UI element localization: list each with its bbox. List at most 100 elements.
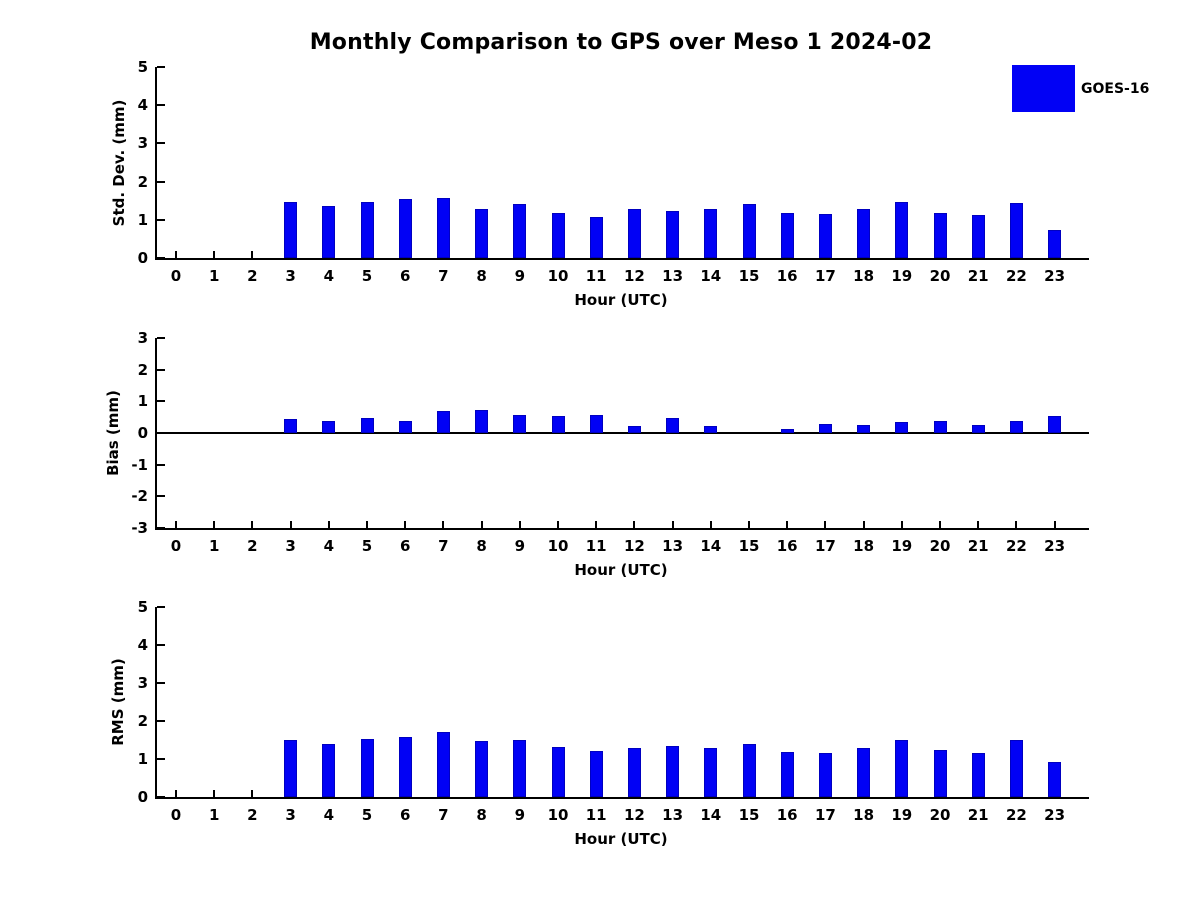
bar-std-dev-hour-12 — [627, 209, 641, 258]
bar-rms-hour-16 — [780, 751, 794, 797]
bar-bias-hour-3 — [284, 419, 298, 433]
bar-rms-hour-17 — [818, 752, 832, 797]
y-tick-label-5: 5 — [137, 598, 148, 616]
y-tick-label-4: 4 — [137, 96, 148, 115]
y-tick-label-2: 2 — [137, 172, 148, 191]
x-tick-label-13: 13 — [662, 806, 684, 824]
bar-bias-hour-8 — [475, 409, 489, 433]
bar-bias-hour-17 — [818, 424, 832, 433]
x-tick-label-4: 4 — [323, 806, 335, 824]
x-axis-label-rms: Hour (UTC) — [574, 830, 668, 848]
bar-rms-hour-20 — [933, 750, 947, 797]
bar-rms-hour-11 — [589, 750, 603, 797]
x-tick-label-21: 21 — [967, 806, 989, 824]
bar-rms-hour-14 — [704, 747, 718, 797]
y-tick-4 — [157, 104, 165, 107]
x-tick-1 — [213, 251, 216, 258]
y-tick-0 — [157, 257, 165, 259]
y-tick-label-4: 4 — [137, 636, 148, 654]
bar-std-dev-hour-6 — [398, 198, 412, 258]
y-tick-1 — [157, 400, 165, 403]
x-tick-label-2: 2 — [247, 537, 258, 555]
x-tick-14 — [709, 521, 712, 528]
x-tick-9 — [518, 521, 521, 528]
x-tick-label-0: 0 — [170, 267, 182, 285]
x-tick-label-17: 17 — [814, 537, 836, 555]
bar-rms-hour-10 — [551, 747, 565, 797]
x-tick-label-15: 15 — [738, 806, 760, 824]
x-tick-label-5: 5 — [361, 537, 373, 555]
bar-std-dev-hour-21 — [971, 215, 985, 258]
bar-std-dev-hour-13 — [666, 211, 680, 258]
bar-std-dev-hour-4 — [322, 206, 336, 258]
x-tick-21 — [977, 521, 980, 528]
x-axis-label-bias: Hour (UTC) — [574, 561, 668, 579]
x-tick-label-6: 6 — [399, 537, 411, 555]
bar-rms-hour-8 — [475, 741, 489, 797]
x-tick-0 — [175, 521, 177, 528]
bar-bias-hour-20 — [933, 421, 947, 433]
x-tick-label-19: 19 — [891, 537, 913, 555]
bar-std-dev-hour-23 — [1048, 230, 1062, 258]
x-tick-1 — [213, 521, 216, 528]
bar-bias-hour-9 — [513, 415, 527, 433]
bar-bias-hour-6 — [398, 420, 412, 433]
legend-swatch-goes16 — [1012, 65, 1075, 112]
x-tick-label-23: 23 — [1044, 806, 1066, 824]
x-tick-label-2: 2 — [247, 267, 258, 285]
y-axis-label-rms: RMS (mm) — [109, 658, 127, 746]
bar-bias-hour-11 — [589, 414, 603, 433]
x-tick-label-14: 14 — [700, 537, 722, 555]
x-tick-label-7: 7 — [438, 267, 449, 285]
x-tick-label-9: 9 — [514, 537, 526, 555]
bar-rms-hour-15 — [742, 743, 756, 797]
x-tick-label-6: 6 — [399, 267, 411, 285]
x-tick-label-17: 17 — [814, 806, 836, 824]
bar-std-dev-hour-11 — [589, 216, 603, 258]
y-tick--1 — [157, 463, 165, 466]
y-tick-label-2: 2 — [137, 712, 148, 730]
x-tick-label-14: 14 — [700, 267, 722, 285]
x-tick-label-19: 19 — [891, 806, 913, 824]
bar-std-dev-hour-9 — [513, 203, 527, 258]
y-tick-5 — [157, 66, 165, 68]
chart-title: Monthly Comparison to GPS over Meso 1 20… — [309, 30, 933, 55]
x-tick-label-11: 11 — [585, 267, 607, 285]
y-tick-label--2: -2 — [131, 487, 148, 506]
x-tick-label-15: 15 — [738, 537, 760, 555]
x-tick-label-20: 20 — [929, 806, 951, 824]
y-tick-label-5: 5 — [137, 58, 148, 76]
y-tick-label--3: -3 — [131, 519, 148, 537]
y-tick-label-3: 3 — [137, 329, 148, 347]
x-tick-19 — [900, 521, 903, 528]
bar-bias-hour-7 — [436, 410, 450, 433]
bar-rms-hour-19 — [895, 740, 909, 797]
bar-bias-hour-12 — [627, 426, 641, 433]
x-tick-label-9: 9 — [514, 267, 526, 285]
bar-std-dev-hour-16 — [780, 213, 794, 258]
bar-std-dev-hour-15 — [742, 204, 756, 258]
bar-rms-hour-21 — [971, 753, 985, 797]
bar-bias-hour-4 — [322, 421, 336, 433]
bar-bias-hour-5 — [360, 418, 374, 433]
x-tick-2 — [251, 251, 254, 258]
bar-rms-hour-12 — [627, 747, 641, 797]
x-tick-label-13: 13 — [662, 267, 684, 285]
x-tick-label-1: 1 — [208, 806, 220, 824]
x-tick-label-6: 6 — [399, 806, 411, 824]
x-tick-16 — [786, 521, 789, 528]
x-tick-label-16: 16 — [776, 267, 798, 285]
bar-rms-hour-7 — [436, 731, 450, 797]
x-tick-label-3: 3 — [285, 537, 296, 555]
bar-std-dev-hour-7 — [436, 197, 450, 258]
legend-label-goes16: GOES-16 — [1081, 81, 1150, 97]
subplot-rms: 0 1 2 3 4 5 0 1 2 3 4 5 6 7 8 9 10 11 12 13 14 15 16 17 18 19 20 21… — [138, 598, 1089, 824]
x-tick-label-1: 1 — [208, 537, 220, 555]
bar-std-dev-hour-14 — [704, 209, 718, 258]
x-tick-label-0: 0 — [170, 806, 182, 824]
y-tick-1 — [157, 758, 165, 760]
x-tick-20 — [939, 521, 941, 528]
x-tick-label-11: 11 — [585, 806, 607, 824]
y-tick-label-0: 0 — [137, 788, 148, 806]
